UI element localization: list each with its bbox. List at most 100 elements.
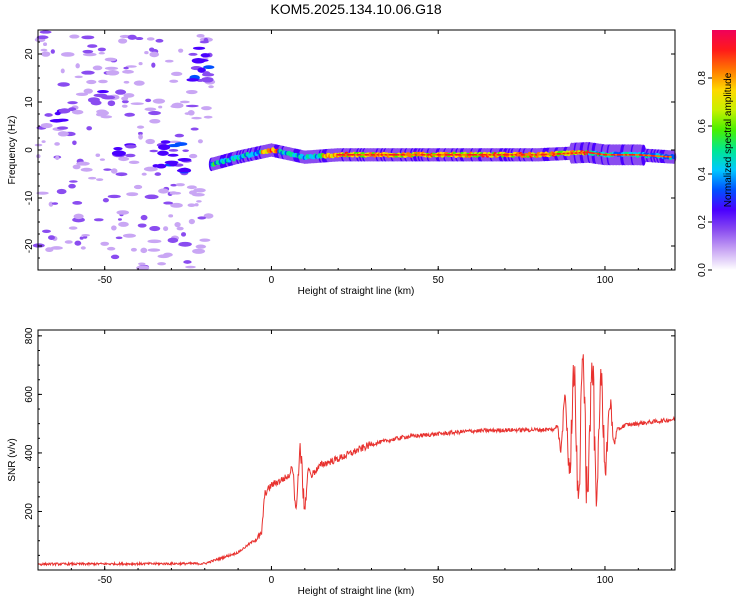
spectrogram-noise-blob bbox=[133, 184, 143, 190]
spectrogram-noise-blob bbox=[178, 241, 192, 247]
spectrogram-noise-blob bbox=[102, 198, 109, 203]
spectrogram-noise-blob bbox=[145, 98, 152, 103]
spectrogram-noise-blob bbox=[100, 241, 110, 246]
spectrogram-y-label: Frequency (Hz) bbox=[7, 116, 18, 185]
spectrogram-noise-blob bbox=[118, 221, 129, 227]
spectrogram-noise-blob bbox=[111, 225, 117, 231]
snr-frame bbox=[37, 329, 676, 571]
spectrogram-noise-blob bbox=[118, 38, 128, 44]
spectrogram-noise-cluster bbox=[97, 89, 109, 94]
spectrogram-noise-blob bbox=[169, 79, 179, 83]
spectrogram-noise-blob bbox=[110, 168, 118, 174]
spectrogram-noise-blob bbox=[97, 47, 106, 52]
spectrogram-x-tick-label: 100 bbox=[597, 275, 614, 286]
spectrogram-noise-blob bbox=[145, 138, 156, 145]
spectrogram-noise-blob bbox=[54, 142, 60, 146]
spectrogram-noise-cluster bbox=[56, 118, 69, 122]
spectrogram-noise-blob bbox=[82, 49, 94, 54]
spectrogram-noise-blob bbox=[163, 201, 174, 205]
spectrogram-noise-blob bbox=[76, 161, 90, 166]
spectrogram-noise-blob bbox=[115, 236, 123, 240]
spectrogram-noise-cluster bbox=[54, 111, 61, 116]
spectrogram-noise-blob bbox=[136, 125, 145, 129]
colorbar-gradient bbox=[712, 30, 736, 270]
spectrogram-noise-blob bbox=[32, 243, 45, 248]
spectrogram-noise-blob bbox=[136, 82, 144, 86]
spectrogram-noise-cluster bbox=[107, 100, 116, 107]
spectrogram-noise-blob bbox=[87, 44, 98, 48]
spectrogram-noise-blob bbox=[149, 226, 161, 232]
spectrogram-noise-blob bbox=[170, 104, 180, 108]
spectrogram-noise-blob bbox=[201, 106, 212, 111]
spectrogram-noise-blob bbox=[72, 140, 77, 146]
spectrogram-noise-blob bbox=[41, 51, 51, 57]
spectrogram-noise-blob bbox=[56, 126, 69, 130]
ridge-peak bbox=[668, 155, 672, 158]
spectrogram-noise-blob bbox=[98, 52, 105, 55]
spectrogram-noise-blob bbox=[81, 233, 90, 237]
spectrogram-noise-blob bbox=[98, 79, 108, 84]
snr-x-tick-label: 0 bbox=[269, 575, 275, 586]
spectrogram-noise-blob bbox=[41, 140, 46, 144]
spectrogram-noise-blob bbox=[110, 254, 120, 260]
spectrogram-noise-cluster bbox=[167, 153, 179, 157]
spectrogram-noise-blob bbox=[130, 102, 144, 106]
spectrogram-noise-blob bbox=[154, 172, 162, 176]
spectrogram-noise-blob bbox=[137, 223, 147, 228]
spectrogram-noise-blob bbox=[203, 213, 214, 219]
spectrogram-noise-blob bbox=[57, 82, 70, 87]
spectrogram-noise-blob bbox=[92, 65, 103, 71]
spectrogram-noise-cluster bbox=[191, 57, 206, 64]
spectrogram-noise-blob bbox=[122, 69, 134, 74]
spectrogram-noise-blob bbox=[41, 229, 51, 234]
spectrogram-noise-blob bbox=[176, 226, 184, 231]
spectrogram-noise-blob bbox=[187, 203, 196, 208]
spectrogram-noise-blob bbox=[130, 247, 137, 252]
spectrogram-noise-blob bbox=[123, 93, 135, 98]
spectrogram-noise-blob bbox=[73, 213, 84, 220]
spectrogram-noise-blob bbox=[140, 247, 148, 254]
snr-x-tick-label: 50 bbox=[433, 575, 445, 586]
snr-y-label: SNR (v/v) bbox=[7, 438, 18, 481]
spectrogram-noise-cluster bbox=[192, 46, 206, 50]
snr-y-tick-label: 400 bbox=[24, 444, 35, 461]
spectrogram-noise-blob bbox=[69, 180, 78, 183]
spectrogram-noise-blob bbox=[122, 233, 136, 238]
snr-x-tick-label: -50 bbox=[97, 575, 112, 586]
spectrogram-noise-blob bbox=[121, 100, 129, 104]
spectrogram-noise-blob bbox=[75, 92, 89, 96]
spectrogram-noise-cluster bbox=[174, 142, 188, 146]
spectrogram-heatmap bbox=[32, 30, 677, 271]
spectrogram-noise-blob bbox=[185, 265, 196, 269]
spectrogram-noise-blob bbox=[82, 52, 97, 57]
spectrogram-noise-blob bbox=[193, 188, 206, 193]
spectrogram-noise-blob bbox=[74, 240, 82, 246]
spectrogram-y-tick-label: -20 bbox=[24, 238, 35, 253]
spectrogram-noise-blob bbox=[152, 98, 166, 104]
spectrogram-noise-cluster bbox=[176, 168, 191, 173]
spectrogram-noise-blob bbox=[146, 37, 155, 41]
spectrogram-noise-blob bbox=[188, 218, 195, 225]
spectrogram-noise-blob bbox=[96, 178, 104, 182]
spectrogram-noise-blob bbox=[72, 201, 83, 205]
spectrogram-noise-blob bbox=[170, 202, 183, 208]
spectrogram-noise-blob bbox=[79, 236, 84, 240]
spectrogram-noise-blob bbox=[115, 89, 127, 95]
spectrogram-noise-blob bbox=[168, 148, 179, 152]
spectrogram-noise-blob bbox=[170, 71, 183, 77]
spectrogram-noise-blob bbox=[189, 153, 198, 159]
spectrogram-noise-blob bbox=[50, 246, 63, 250]
snr-series-line bbox=[37, 354, 676, 567]
spectrogram-noise-blob bbox=[192, 248, 206, 254]
snr-y-tick-label: 800 bbox=[24, 327, 35, 344]
spectrogram-noise-cluster bbox=[158, 144, 171, 151]
spectrogram-noise-blob bbox=[180, 232, 187, 237]
spectrogram-noise-blob bbox=[138, 134, 143, 140]
colorbar-tick-label: 0.0 bbox=[697, 263, 708, 277]
spectrogram-noise-blob bbox=[68, 226, 78, 230]
spectrogram-noise-blob bbox=[195, 244, 207, 249]
colorbar-label: Normalized spectral amplitude bbox=[723, 72, 734, 207]
spectrogram-noise-blob bbox=[100, 115, 113, 119]
spectrogram-noise-blob bbox=[128, 160, 140, 164]
spectrogram-noise-blob bbox=[40, 48, 48, 52]
